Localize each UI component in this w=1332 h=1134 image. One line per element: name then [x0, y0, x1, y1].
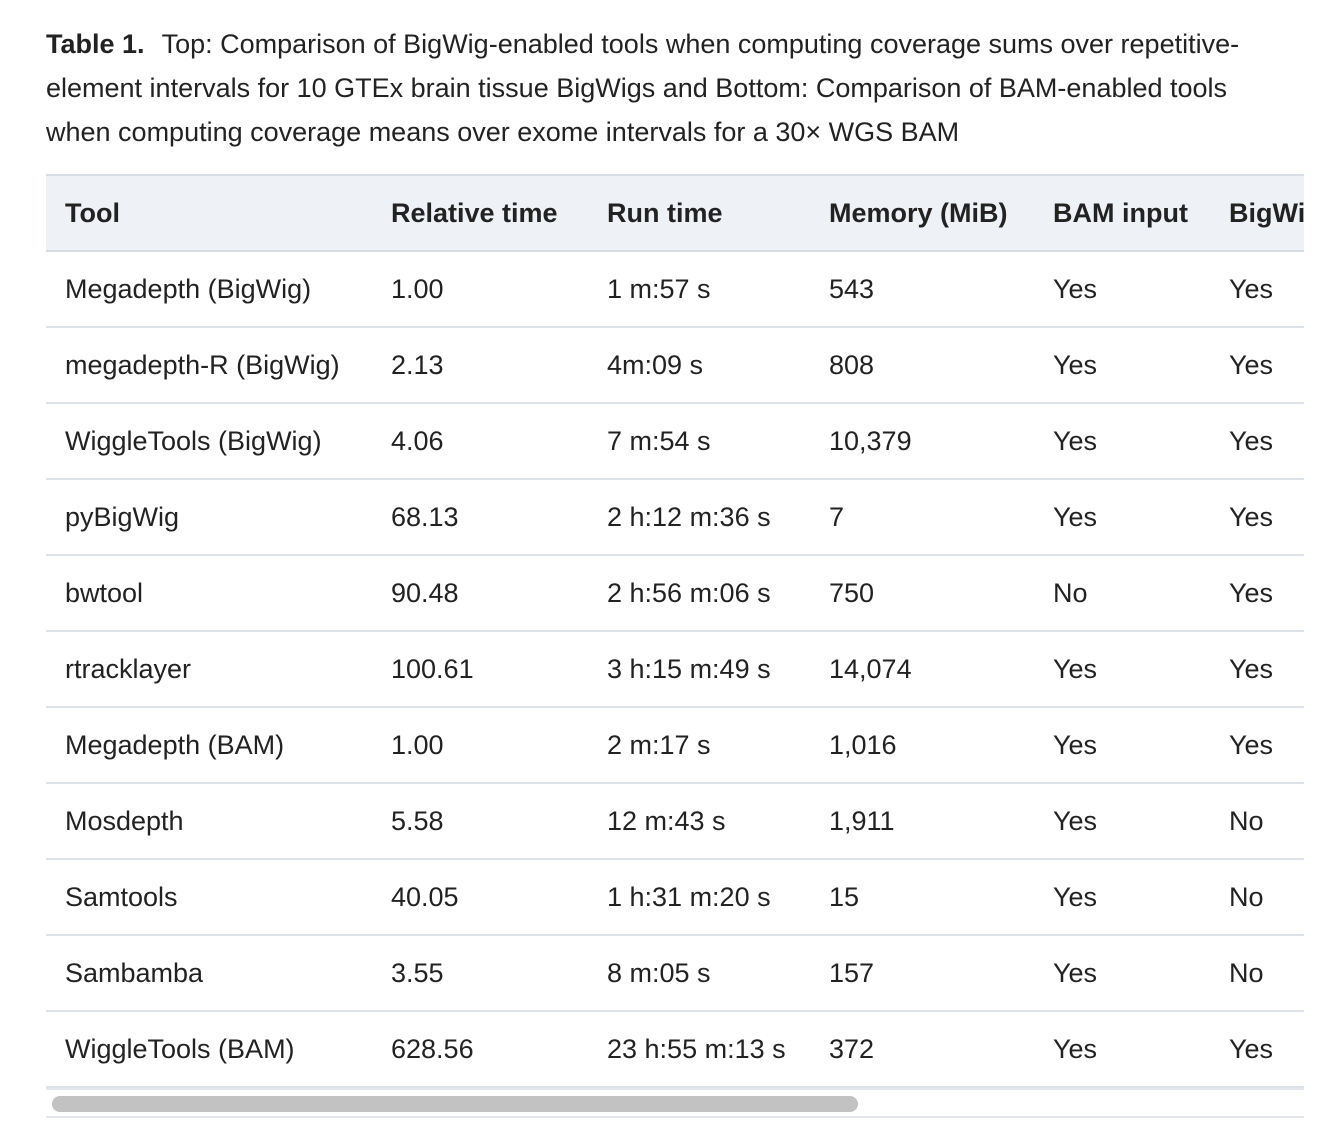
table-row: megadepth-R (BigWig) 2.13 4m:09 s 808 Yes Yes — [46, 327, 1304, 403]
table-scroll-container[interactable]: Tool Relative time Run time Memory (MiB)… — [46, 174, 1304, 1088]
cell-run-time: 23 h:55 m:13 s — [607, 1033, 786, 1064]
cell-bam-input: Yes — [1053, 501, 1098, 532]
table-row: rtracklayer 100.61 3 h:15 m:49 s 14,074 Yes Y… — [46, 631, 1304, 707]
cell-run-time: 7 m:54 s — [607, 425, 711, 456]
cell-memory: 750 — [829, 577, 875, 608]
cell-bigwig-input: Yes — [1229, 577, 1274, 608]
cell-memory: 808 — [829, 349, 875, 380]
table-row: Sambamba 3.55 8 m:05 s 157 Yes No — [46, 935, 1304, 1011]
cell-bam-input: Yes — [1053, 349, 1098, 380]
cell-bam-input: Yes — [1053, 729, 1098, 760]
cell-bigwig-input: Yes — [1229, 729, 1274, 760]
cell-run-time: 2 h:12 m:36 s — [607, 501, 771, 532]
table-row: Samtools 40.05 1 h:31 m:20 s 15 Yes No — [46, 859, 1304, 935]
cell-bam-input: Yes — [1053, 653, 1098, 684]
cell-tool: pyBigWig — [65, 501, 180, 532]
table-row: WiggleTools (BigWig) 4.06 7 m:54 s 10,379 Ye… — [46, 403, 1304, 479]
table-caption: Table 1. Top: Comparison of BigWig-enabl… — [46, 22, 1296, 154]
header-bigwig-input: BigWi — [1229, 197, 1304, 228]
cell-memory: 10,379 — [829, 425, 912, 456]
cell-bigwig-input: No — [1229, 881, 1264, 912]
cell-tool: Megadepth (BigWig) — [65, 273, 312, 304]
cell-memory: 1,911 — [829, 805, 895, 836]
cell-run-time: 2 m:17 s — [607, 729, 711, 760]
scrollbar-thumb[interactable] — [52, 1096, 858, 1112]
cell-memory: 372 — [829, 1033, 875, 1064]
cell-tool: Samtools — [65, 881, 178, 912]
table-row: pyBigWig 68.13 2 h:12 m:36 s 7 Yes Yes — [46, 479, 1304, 555]
cell-bigwig-input: No — [1229, 957, 1264, 988]
cell-relative-time: 68.13 — [391, 501, 459, 532]
cell-bam-input: Yes — [1053, 957, 1098, 988]
cell-tool: bwtool — [65, 577, 144, 608]
cell-bigwig-input: Yes — [1229, 425, 1274, 456]
header-run-time: Run time — [607, 197, 723, 228]
cell-run-time: 1 m:57 s — [607, 273, 711, 304]
table-row: Megadepth (BigWig) 1.00 1 m:57 s 543 Yes Yes — [46, 251, 1304, 327]
comparison-table: Tool Relative time Run time Memory (MiB)… — [46, 174, 1304, 1088]
cell-memory: 1,016 — [829, 729, 897, 760]
cell-bigwig-input: Yes — [1229, 1033, 1274, 1064]
cell-bigwig-input: Yes — [1229, 501, 1274, 532]
cell-relative-time: 100.61 — [391, 653, 474, 684]
cell-run-time: 1 h:31 m:20 s — [607, 881, 771, 912]
cell-tool: Mosdepth — [65, 805, 184, 836]
cell-tool: megadepth-R (BigWig) — [65, 349, 340, 380]
cell-run-time: 2 h:56 m:06 s — [607, 577, 771, 608]
header-row: Tool Relative time Run time Memory (MiB)… — [46, 175, 1304, 251]
cell-relative-time: 4.06 — [391, 425, 444, 456]
header-bam-input: BAM input — [1053, 197, 1188, 228]
cell-bam-input: Yes — [1053, 425, 1098, 456]
cell-bigwig-input: Yes — [1229, 349, 1274, 380]
cell-relative-time: 40.05 — [391, 881, 459, 912]
cell-relative-time: 5.58 — [391, 805, 444, 836]
cell-relative-time: 90.48 — [391, 577, 459, 608]
cell-bigwig-input: Yes — [1229, 653, 1274, 684]
cell-tool: Megadepth (BAM) — [65, 729, 285, 760]
table-caption-text: Top: Comparison of BigWig-enabled tools … — [46, 29, 1240, 147]
table-row: bwtool 90.48 2 h:56 m:06 s 750 No Yes — [46, 555, 1304, 631]
header-relative-time: Relative time — [391, 197, 558, 228]
cell-tool: Sambamba — [65, 957, 204, 988]
cell-tool: WiggleTools (BigWig) — [65, 425, 322, 456]
cell-bam-input: Yes — [1053, 1033, 1098, 1064]
cell-tool: WiggleTools (BAM) — [65, 1033, 295, 1064]
cell-memory: 7 — [829, 501, 845, 532]
cell-relative-time: 1.00 — [391, 729, 444, 760]
cell-memory: 157 — [829, 957, 875, 988]
table-row: WiggleTools (BAM) 628.56 23 h:55 m:13 s 372… — [46, 1011, 1304, 1087]
cell-memory: 543 — [829, 273, 875, 304]
table-body: Megadepth (BigWig) 1.00 1 m:57 s 543 Yes Yes m… — [46, 251, 1304, 1087]
horizontal-scrollbar[interactable] — [46, 1088, 1304, 1118]
cell-bam-input: Yes — [1053, 273, 1098, 304]
cell-relative-time: 2.13 — [391, 349, 444, 380]
header-memory: Memory (MiB) — [829, 197, 1008, 228]
cell-bigwig-input: Yes — [1229, 273, 1274, 304]
cell-run-time: 12 m:43 s — [607, 805, 726, 836]
cell-memory: 14,074 — [829, 653, 912, 684]
table-header: Tool Relative time Run time Memory (MiB)… — [46, 175, 1304, 251]
cell-bigwig-input: No — [1229, 805, 1264, 836]
cell-relative-time: 3.55 — [391, 957, 444, 988]
cell-bam-input: Yes — [1053, 881, 1098, 912]
table-row: Mosdepth 5.58 12 m:43 s 1,911 Yes No — [46, 783, 1304, 859]
cell-tool: rtracklayer — [65, 653, 192, 684]
table-label: Table 1. — [46, 29, 145, 59]
cell-memory: 15 — [829, 881, 860, 912]
cell-relative-time: 1.00 — [391, 273, 444, 304]
cell-run-time: 3 h:15 m:49 s — [607, 653, 771, 684]
cell-run-time: 4m:09 s — [607, 349, 704, 380]
cell-relative-time: 628.56 — [391, 1033, 474, 1064]
cell-bam-input: No — [1053, 577, 1088, 608]
header-tool: Tool — [65, 197, 120, 228]
table-row: Megadepth (BAM) 1.00 2 m:17 s 1,016 Yes Yes — [46, 707, 1304, 783]
cell-bam-input: Yes — [1053, 805, 1098, 836]
cell-run-time: 8 m:05 s — [607, 957, 711, 988]
